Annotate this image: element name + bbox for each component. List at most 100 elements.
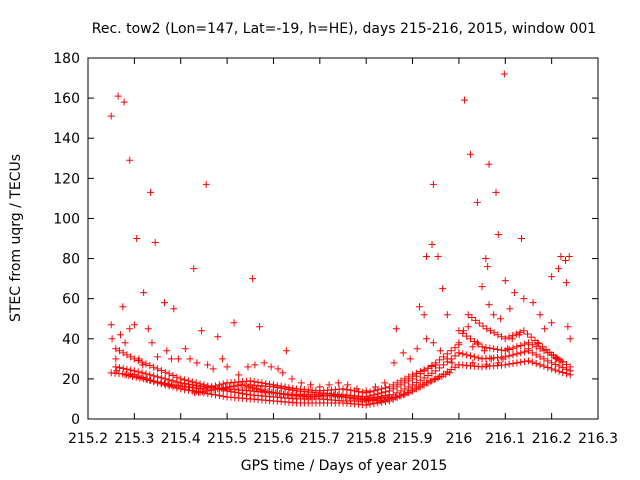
data-point — [140, 289, 148, 297]
data-point — [150, 363, 158, 371]
data-point — [492, 188, 500, 196]
data-point — [272, 389, 280, 397]
data-point — [540, 355, 548, 363]
data-point — [470, 337, 478, 345]
data-point — [130, 367, 138, 375]
data-point — [501, 277, 509, 285]
data-point — [505, 333, 513, 341]
data-point — [562, 360, 570, 368]
data-point — [436, 347, 444, 355]
data-point — [112, 345, 120, 353]
data-point — [401, 379, 409, 387]
data-point — [557, 357, 565, 365]
chart-title: Rec. tow2 (Lon=147, Lat=-19, h=HE), days… — [92, 21, 596, 37]
data-point — [448, 359, 456, 367]
data-point — [344, 381, 352, 389]
data-point — [219, 380, 227, 388]
data-point — [473, 339, 481, 347]
data-point — [148, 339, 156, 347]
data-point — [548, 365, 556, 373]
data-point — [215, 392, 223, 400]
data-point — [405, 377, 413, 385]
data-point — [229, 382, 237, 390]
data-point — [274, 365, 282, 373]
data-point — [541, 325, 549, 333]
data-point — [281, 385, 289, 393]
data-point — [428, 362, 436, 370]
data-point — [222, 384, 230, 392]
data-point — [210, 386, 218, 394]
data-point — [464, 323, 472, 331]
data-point — [565, 253, 573, 261]
data-point — [127, 353, 135, 361]
data-point — [297, 379, 305, 387]
data-point — [112, 363, 120, 371]
data-point — [389, 385, 397, 393]
data-point — [184, 386, 192, 394]
data-point — [520, 327, 528, 335]
data-point — [422, 253, 430, 261]
data-point — [154, 353, 162, 361]
data-point — [483, 361, 491, 369]
data-point — [483, 325, 491, 333]
data-point — [412, 379, 420, 387]
data-point — [120, 98, 128, 106]
data-point — [146, 371, 154, 379]
data-point — [419, 381, 427, 389]
data-point — [490, 345, 498, 353]
data-point — [521, 358, 529, 366]
data-point — [125, 372, 133, 380]
x-tick-label: 215.9 — [392, 431, 432, 447]
data-point — [513, 359, 521, 367]
y-axis-label: STEC from uqrg / TECUs — [8, 154, 24, 322]
data-point — [269, 383, 277, 391]
data-point — [529, 299, 537, 307]
data-point — [564, 323, 572, 331]
data-point — [416, 370, 424, 378]
data-point — [219, 392, 227, 400]
data-point — [241, 382, 249, 390]
data-point — [484, 263, 492, 271]
data-point — [381, 379, 389, 387]
data-point — [420, 311, 428, 319]
data-point — [142, 370, 150, 378]
data-point — [532, 351, 540, 359]
data-point — [334, 379, 342, 387]
data-point — [134, 368, 142, 376]
data-point — [551, 360, 559, 368]
axis-ticks — [87, 57, 599, 420]
data-point — [528, 358, 536, 366]
data-point — [325, 381, 333, 389]
data-point — [285, 386, 293, 394]
data-point — [535, 340, 543, 348]
data-point — [395, 392, 403, 400]
data-point — [501, 347, 509, 355]
data-point — [548, 319, 556, 327]
data-point — [289, 386, 297, 394]
data-point — [174, 355, 182, 363]
data-point — [509, 344, 517, 352]
data-point — [544, 364, 552, 372]
data-point — [161, 299, 168, 307]
x-tick-label: 216.3 — [578, 431, 618, 447]
data-point — [426, 377, 434, 385]
data-point — [169, 377, 177, 385]
data-point — [443, 311, 451, 319]
data-point — [390, 359, 398, 367]
data-point — [439, 285, 447, 293]
data-point — [468, 314, 476, 322]
data-point — [280, 390, 287, 398]
data-point — [376, 397, 384, 405]
data-point — [475, 319, 483, 327]
x-tick-label: 216.2 — [532, 431, 572, 447]
x-tick-label: 216.1 — [485, 431, 525, 447]
data-point — [439, 361, 447, 369]
data-point — [436, 356, 444, 364]
data-point — [406, 355, 414, 363]
data-point — [432, 359, 440, 367]
data-point — [150, 377, 158, 385]
data-point — [498, 333, 506, 341]
data-point — [521, 348, 529, 356]
data-point — [478, 343, 486, 351]
data-point — [524, 347, 532, 355]
